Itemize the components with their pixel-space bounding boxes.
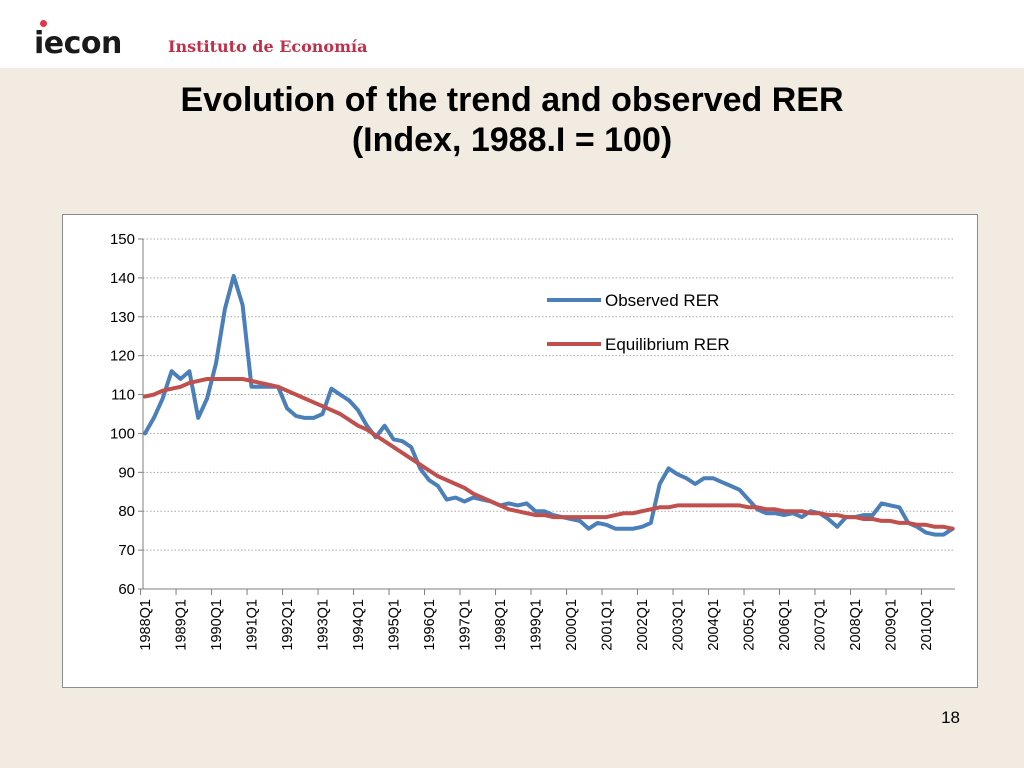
x-tick-label: 1995Q1: [386, 599, 402, 651]
x-tick-label: 2006Q1: [777, 599, 793, 651]
x-tick-label: 2004Q1: [706, 599, 722, 651]
x-tick-label: 1991Q1: [244, 599, 260, 651]
x-tick-label: 2000Q1: [564, 599, 580, 651]
x-tick-label: 1992Q1: [280, 599, 296, 651]
x-tick-label: 2008Q1: [848, 599, 864, 651]
logo-text: iecon: [34, 26, 122, 61]
y-tick-label: 100: [110, 425, 135, 442]
y-tick-label: 60: [118, 581, 135, 598]
page-number: 18: [941, 708, 960, 727]
slide-title-line1: Evolution of the trend and observed RER: [180, 81, 844, 119]
observed-rer-line: [143, 273, 955, 537]
legend-equilibrium-label: Equilibrium RER: [605, 335, 730, 354]
x-tick-label: 2001Q1: [599, 599, 615, 651]
x-tick-label: 2009Q1: [883, 599, 899, 651]
y-tick-label: 110: [111, 387, 135, 404]
legend-observed-label: Observed RER: [605, 291, 719, 310]
x-tick-label: 1989Q1: [173, 599, 189, 651]
x-tick-label: 1990Q1: [209, 599, 225, 651]
logo-dot-icon: [40, 20, 47, 27]
y-tick-label: 130: [110, 309, 135, 326]
y-tick-label: 150: [110, 231, 135, 248]
x-tick-label: 2005Q1: [741, 599, 757, 651]
slide-title: Evolution of the trend and observed RER …: [0, 80, 1024, 160]
y-tick-label: 80: [118, 503, 135, 520]
institute-name: Instituto de Economía: [168, 37, 368, 56]
y-tick-label: 140: [110, 270, 135, 287]
x-tick-label: 2010Q1: [919, 599, 935, 651]
equilibrium-rer-line: [143, 377, 955, 531]
slide-title-line2: (Index, 1988.I = 100): [351, 121, 673, 159]
x-tick-label: 1997Q1: [457, 599, 473, 651]
x-tick-label: 2002Q1: [635, 599, 651, 651]
x-tick-label: 2003Q1: [670, 599, 686, 651]
x-tick-label: 2007Q1: [812, 599, 828, 651]
header-bar: iecon Instituto de Economía: [0, 0, 1024, 68]
rer-line-chart: 60 70 80 90 100 110 120 130 140 150 1988Q1 1989Q1 19…: [110, 231, 955, 651]
x-tick-label: 1999Q1: [528, 599, 544, 651]
y-tick-label: 90: [118, 464, 135, 481]
x-tick-label: 1996Q1: [422, 599, 438, 651]
chart-frame: 60 70 80 90 100 110 120 130 140 150 1988Q1 1989Q1 19…: [62, 214, 978, 688]
y-tick-label: 70: [118, 542, 135, 559]
y-tick-label: 120: [110, 348, 135, 365]
x-tick-label: 1994Q1: [351, 599, 367, 651]
x-tick-label: 1988Q1: [138, 599, 154, 651]
x-tick-label: 1993Q1: [315, 599, 331, 651]
x-tick-label: 1998Q1: [493, 599, 509, 651]
